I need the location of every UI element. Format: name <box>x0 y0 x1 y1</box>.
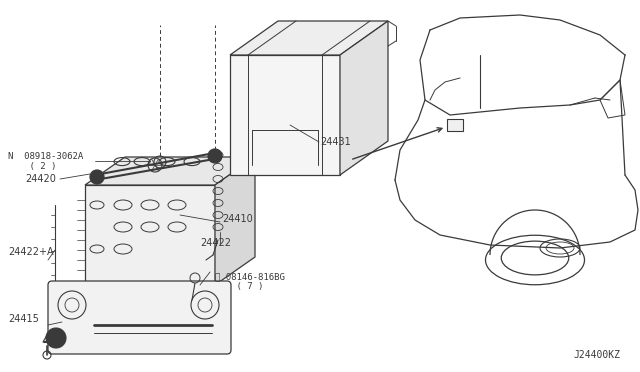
Polygon shape <box>230 21 388 55</box>
Text: 24415: 24415 <box>8 314 39 324</box>
Polygon shape <box>215 157 255 285</box>
Circle shape <box>208 149 222 163</box>
Polygon shape <box>230 55 340 175</box>
Polygon shape <box>85 185 215 285</box>
Circle shape <box>46 328 66 348</box>
Text: N  08918-3062A
    ( 2 ): N 08918-3062A ( 2 ) <box>8 152 83 171</box>
Text: 24431: 24431 <box>320 137 351 147</box>
Text: Ⓑ 08146-816BG
    ( 7 ): Ⓑ 08146-816BG ( 7 ) <box>215 272 285 291</box>
Text: J24400KZ: J24400KZ <box>573 350 620 360</box>
FancyBboxPatch shape <box>48 281 231 354</box>
Polygon shape <box>85 157 255 185</box>
Text: 24420: 24420 <box>25 174 56 184</box>
Text: 24422+A: 24422+A <box>8 247 54 257</box>
Circle shape <box>90 170 104 184</box>
Polygon shape <box>447 119 463 131</box>
Polygon shape <box>340 21 388 175</box>
Text: 24422: 24422 <box>200 238 231 248</box>
Text: 24410: 24410 <box>222 214 253 224</box>
